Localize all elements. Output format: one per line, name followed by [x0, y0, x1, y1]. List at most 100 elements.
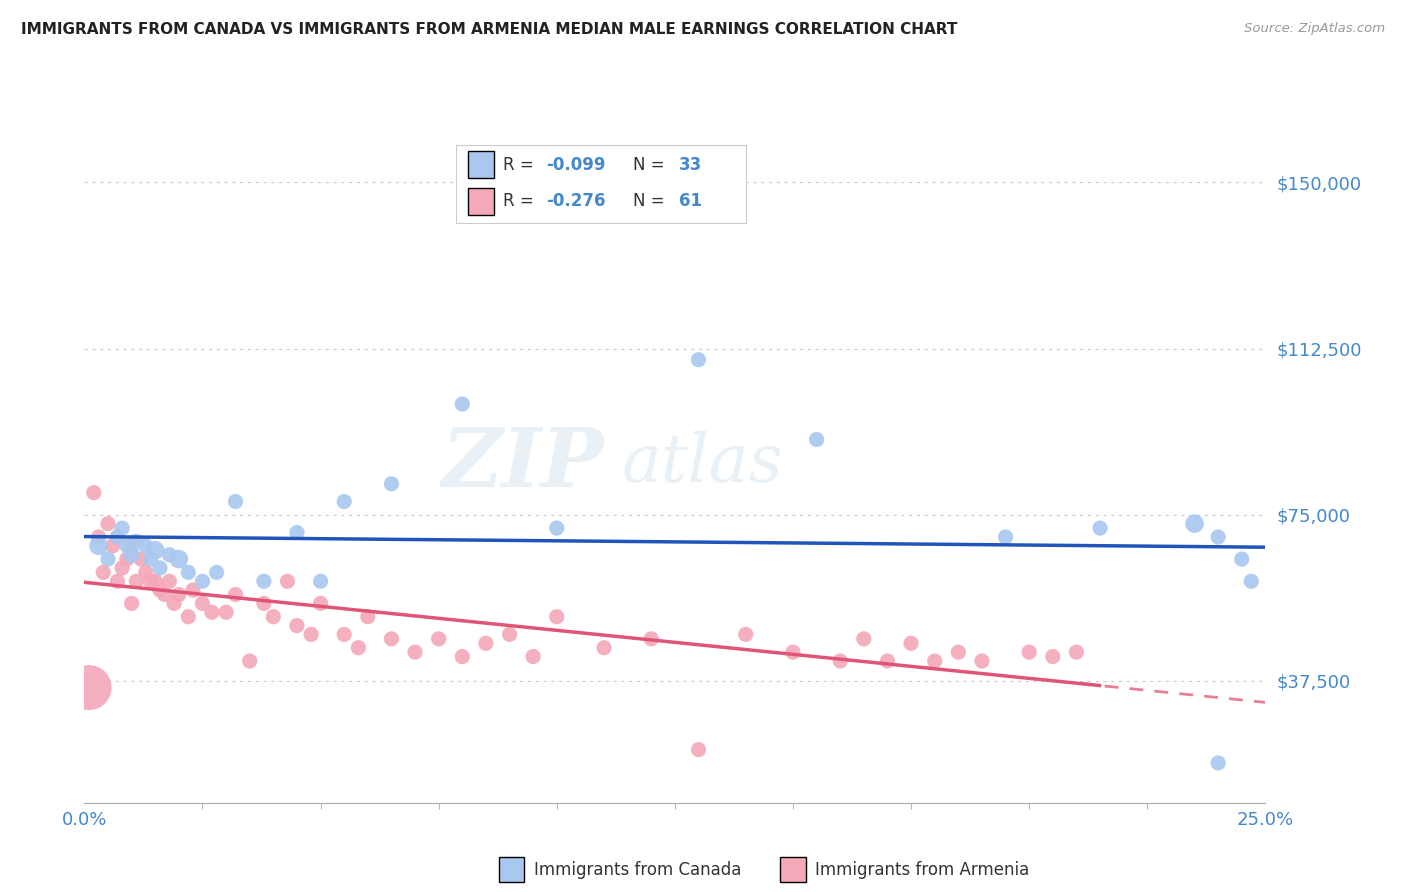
Point	[427, 632, 450, 646]
Point	[153, 588, 176, 602]
Point	[205, 566, 228, 580]
Point	[852, 632, 875, 646]
Point	[125, 574, 148, 589]
Text: Source: ZipAtlas.com: Source: ZipAtlas.com	[1244, 22, 1385, 36]
Point	[380, 476, 402, 491]
Point	[135, 539, 157, 553]
Point	[347, 640, 370, 655]
Point	[333, 494, 356, 508]
Text: IMMIGRANTS FROM CANADA VS IMMIGRANTS FROM ARMENIA MEDIAN MALE EARNINGS CORRELATI: IMMIGRANTS FROM CANADA VS IMMIGRANTS FRO…	[21, 22, 957, 37]
Point	[299, 627, 322, 641]
Point	[157, 548, 180, 562]
Point	[87, 530, 110, 544]
Point	[285, 618, 308, 632]
Point	[276, 574, 298, 589]
Point	[111, 521, 134, 535]
Point	[107, 530, 129, 544]
Text: N =: N =	[633, 193, 669, 211]
Text: -0.099: -0.099	[546, 156, 606, 174]
Point	[994, 530, 1017, 544]
Point	[900, 636, 922, 650]
Point	[177, 609, 200, 624]
Point	[201, 605, 224, 619]
Point	[451, 649, 474, 664]
Point	[830, 654, 852, 668]
Text: 61: 61	[679, 193, 702, 211]
Point	[924, 654, 946, 668]
Point	[546, 609, 568, 624]
Point	[239, 654, 262, 668]
Point	[97, 516, 120, 531]
Point	[121, 596, 143, 610]
Point	[181, 583, 204, 598]
Point	[129, 552, 152, 566]
Point	[167, 552, 190, 566]
Point	[262, 609, 284, 624]
Point	[139, 552, 162, 566]
Point	[143, 543, 166, 558]
Text: ZIP: ZIP	[441, 424, 605, 504]
Point	[97, 552, 120, 566]
Point	[380, 632, 402, 646]
Point	[640, 632, 662, 646]
Point	[101, 539, 124, 553]
Point	[1230, 552, 1253, 566]
Point	[191, 596, 214, 610]
Point	[593, 640, 616, 655]
Point	[163, 596, 186, 610]
Point	[688, 352, 710, 367]
Point	[225, 494, 247, 508]
Point	[149, 583, 172, 598]
Point	[970, 654, 993, 668]
Point	[87, 539, 110, 553]
Point	[167, 588, 190, 602]
Point	[215, 605, 238, 619]
Point	[1018, 645, 1040, 659]
Point	[876, 654, 898, 668]
Point	[1042, 649, 1064, 664]
Point	[498, 627, 520, 641]
Point	[309, 574, 332, 589]
Point	[139, 574, 162, 589]
Point	[1206, 756, 1229, 770]
Text: atlas: atlas	[621, 431, 783, 497]
Point	[177, 566, 200, 580]
Point	[688, 742, 710, 756]
Point	[309, 596, 332, 610]
Point	[77, 681, 100, 695]
Point	[253, 574, 276, 589]
Point	[115, 552, 138, 566]
Point	[111, 561, 134, 575]
Point	[135, 566, 157, 580]
Point	[125, 534, 148, 549]
Point	[1088, 521, 1111, 535]
Point	[285, 525, 308, 540]
FancyBboxPatch shape	[468, 151, 494, 178]
Point	[1206, 530, 1229, 544]
Point	[115, 539, 138, 553]
Point	[522, 649, 544, 664]
Point	[734, 627, 756, 641]
Point	[107, 574, 129, 589]
Point	[121, 539, 143, 553]
Point	[121, 548, 143, 562]
Point	[475, 636, 498, 650]
Point	[333, 627, 356, 641]
Point	[143, 574, 166, 589]
Point	[357, 609, 380, 624]
Point	[225, 588, 247, 602]
Point	[107, 530, 129, 544]
Point	[253, 596, 276, 610]
Point	[1066, 645, 1088, 659]
Text: R =: R =	[503, 193, 538, 211]
Point	[782, 645, 804, 659]
Point	[546, 521, 568, 535]
Text: Immigrants from Canada: Immigrants from Canada	[534, 861, 741, 879]
Text: -0.276: -0.276	[546, 193, 606, 211]
Point	[1240, 574, 1263, 589]
Point	[948, 645, 970, 659]
Point	[191, 574, 214, 589]
Point	[149, 561, 172, 575]
Point	[451, 397, 474, 411]
Text: N =: N =	[633, 156, 669, 174]
